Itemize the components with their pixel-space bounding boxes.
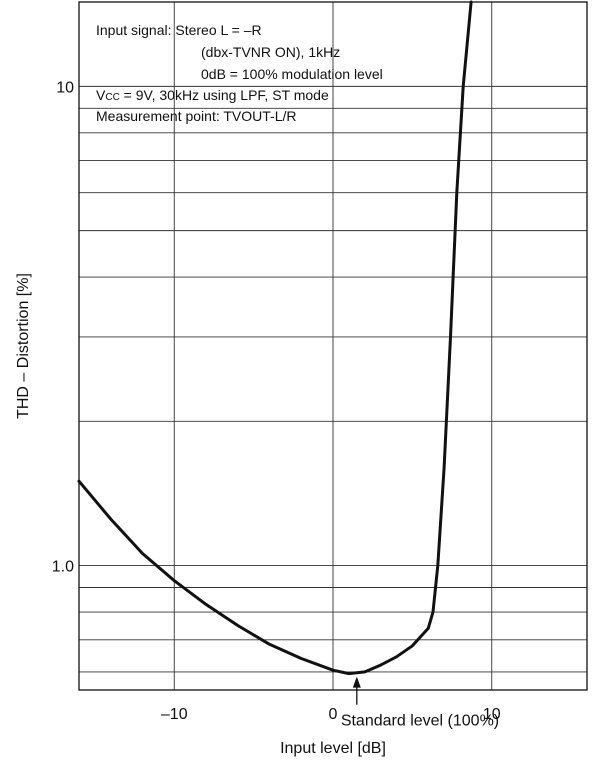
condition-line-4: VCC = 9V, 30kHz using LPF, ST mode — [96, 87, 329, 103]
condition-line-2: (dbx-TVNR ON), 1kHz — [201, 44, 340, 60]
condition-line-3: 0dB = 100% modulation level — [201, 66, 383, 82]
x-tick-label: 10 — [483, 706, 501, 723]
condition-line-5: Measurement point: TVOUT-L/R — [96, 108, 296, 124]
thd-curve — [77, 0, 473, 676]
standard-level-arrow: Standard level (100%) — [341, 676, 499, 730]
condition-line-1: Input signal: Stereo L = –R — [96, 22, 262, 38]
conditions-annotation: Input signal: Stereo L = –R (dbx-TVNR ON… — [96, 22, 383, 124]
grid-layer — [79, 2, 587, 690]
y-tick-label: 1.0 — [52, 559, 74, 576]
arrow-head — [352, 676, 361, 688]
standard-level-label: Standard level (100%) — [341, 713, 499, 730]
x-axis-title: Input level [dB] — [280, 740, 386, 757]
vcc-v-text: V — [96, 87, 106, 103]
plot-frame — [78, 1, 588, 691]
y-tick-label: 10 — [56, 79, 74, 96]
ticks-layer: –10 0 10 1.0 10 — [52, 79, 501, 723]
vcc-rest-text: = 9V, 30kHz using LPF, ST mode — [120, 87, 329, 103]
y-axis-title: THD – Distortion [%] — [15, 273, 32, 419]
vcc-cc-text: CC — [105, 92, 119, 103]
x-tick-label: 0 — [329, 706, 338, 723]
x-tick-label: –10 — [161, 706, 188, 723]
